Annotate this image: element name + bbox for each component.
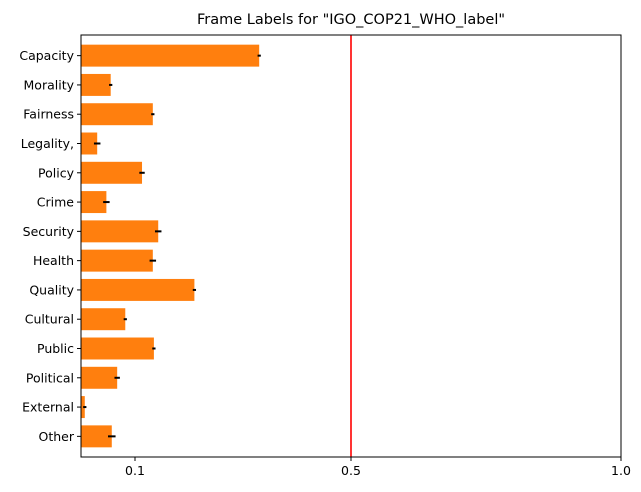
y-tick-label-12: External — [22, 400, 74, 415]
x-tick-label-1: 0.5 — [341, 463, 361, 478]
y-tick-label-0: Capacity — [19, 48, 74, 63]
y-tick-label-7: Health — [33, 253, 74, 268]
bar-1 — [81, 73, 111, 96]
bar-8 — [81, 278, 195, 301]
y-tick-label-11: Political — [26, 370, 74, 385]
bar-4 — [81, 161, 143, 184]
x-tick-label-2: 1.0 — [611, 463, 631, 478]
y-tick-label-5: Crime — [37, 195, 75, 210]
bar-9 — [81, 308, 126, 331]
bar-7 — [81, 249, 153, 272]
bar-12 — [81, 396, 85, 419]
x-axis: 0.1 0.5 1.0 — [125, 457, 631, 478]
bars-group — [81, 44, 260, 448]
y-tick-label-4: Policy — [38, 165, 75, 180]
y-tick-label-8: Quality — [29, 282, 74, 297]
y-tick-label-3: Legality, — [21, 136, 74, 151]
y-tick-label-10: Public — [37, 341, 74, 356]
y-tick-label-2: Fairness — [23, 107, 74, 122]
y-tick-label-9: Cultural — [25, 312, 74, 327]
bar-11 — [81, 366, 118, 389]
y-axis: Capacity Morality Fairness Legality, Policy C… — [19, 48, 81, 444]
x-tick-label-0: 0.1 — [125, 463, 145, 478]
y-tick-label-6: Security — [23, 224, 75, 239]
bar-2 — [81, 103, 153, 126]
bar-5 — [81, 191, 107, 214]
bar-6 — [81, 220, 159, 243]
error-bars-group — [83, 54, 261, 438]
bar-13 — [81, 425, 112, 448]
y-tick-label-1: Morality — [24, 77, 75, 92]
bar-0 — [81, 44, 260, 67]
chart-title: Frame Labels for "IGO_COP21_WHO_label" — [197, 12, 505, 28]
bar-3 — [81, 132, 98, 155]
y-tick-label-13: Other — [39, 429, 75, 444]
bar-10 — [81, 337, 154, 360]
